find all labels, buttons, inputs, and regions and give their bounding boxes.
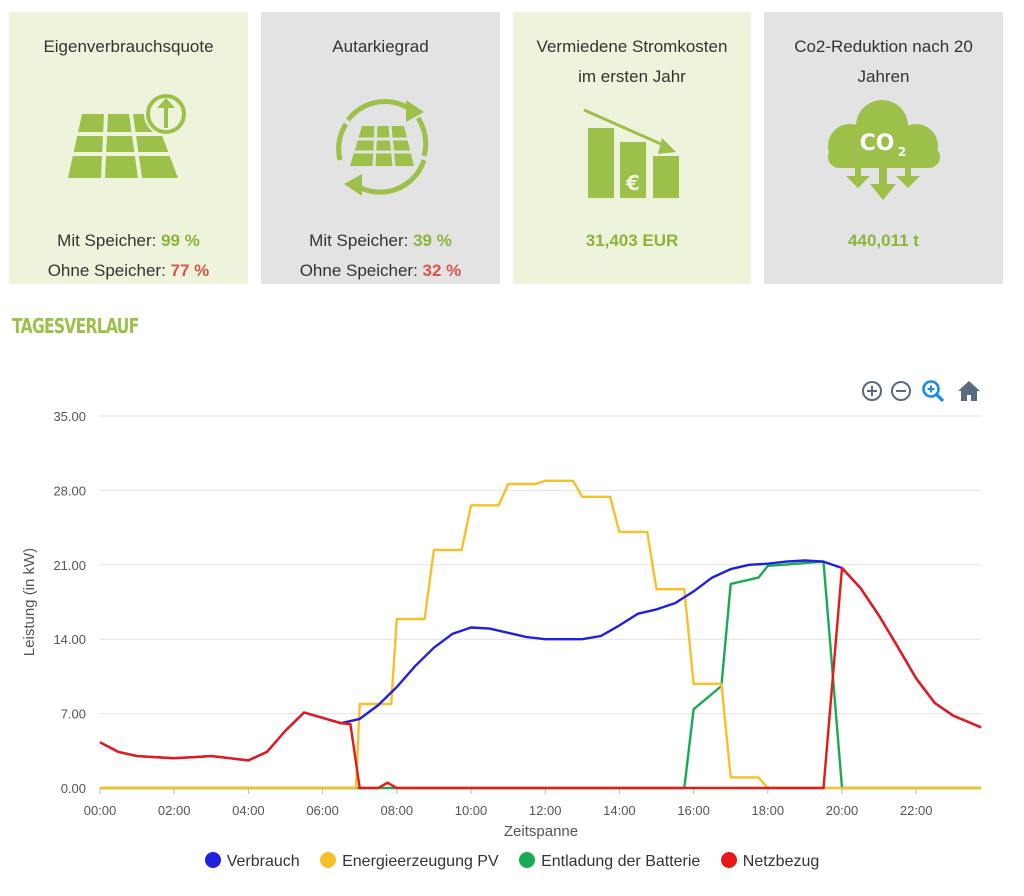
- legend-dot: [519, 852, 536, 868]
- x-tick-label: 12:00: [529, 803, 562, 818]
- series-line-3[interactable]: [99, 566, 982, 790]
- card-eigenverbrauchsquote: Eigenverbrauchsquote Mit Speicher: 99 % …: [9, 12, 248, 284]
- card-co2-reduktion: Co2-Reduktion nach 20 Jahren CO 2 440,01…: [764, 12, 1003, 284]
- co2-icon-subscript: 2: [897, 145, 905, 159]
- legend-dot: [320, 852, 337, 868]
- card-values: Mit Speicher: 39 % Ohne Speicher: 32 %: [261, 226, 500, 286]
- y-tick-label: 35.00: [53, 409, 86, 424]
- y-tick-label: 21.00: [53, 558, 86, 573]
- x-tick-label: 02:00: [158, 803, 191, 818]
- x-tick-label: 20:00: [826, 803, 859, 818]
- ohne-speicher-label: Ohne Speicher:: [47, 261, 171, 280]
- legend-dot: [720, 852, 737, 868]
- chart-grid: [100, 415, 981, 789]
- svg-text:€: €: [625, 171, 640, 195]
- co2-value: 440,011 t: [848, 231, 919, 250]
- magnifier-icon[interactable]: [920, 378, 946, 404]
- section-title: TAGESVERLAUF: [12, 314, 139, 338]
- y-axis-ticks: 35.00 28.00 21.00 14.00 7.00 0.00: [53, 409, 86, 796]
- card-title: Autarkiegrad: [332, 37, 429, 56]
- kpi-cards: Eigenverbrauchsquote Mit Speicher: 99 % …: [0, 0, 1024, 290]
- ohne-speicher-label: Ohne Speicher:: [299, 261, 423, 280]
- series-line-0[interactable]: [99, 559, 982, 762]
- series-line-2[interactable]: [100, 560, 982, 790]
- x-tick-label: 10:00: [455, 803, 488, 818]
- y-axis-label: Leistung (in kW): [21, 548, 38, 656]
- home-icon[interactable]: [956, 378, 982, 404]
- legend-label: Energieerzeugung PV: [342, 853, 499, 870]
- x-tick-label: 04:00: [232, 803, 265, 818]
- mit-speicher-label: Mit Speicher:: [57, 231, 162, 250]
- ohne-speicher-value: 32 %: [422, 261, 462, 280]
- x-tick-label: 18:00: [752, 803, 785, 818]
- ohne-speicher-value: 77 %: [170, 261, 210, 280]
- series-line-1[interactable]: [100, 479, 982, 790]
- co2-cloud-icon: CO 2: [822, 92, 946, 209]
- card-values: Mit Speicher: 99 % Ohne Speicher: 77 %: [9, 226, 248, 286]
- card-title: Vermiedene Stromkosten im ersten Jahr: [536, 37, 728, 86]
- y-tick-label: 28.00: [53, 483, 86, 498]
- stromkosten-value: 31,403 EUR: [585, 231, 679, 250]
- zoom-in-icon[interactable]: [859, 378, 885, 404]
- legend-label: Entladung der Batterie: [541, 853, 701, 870]
- legend-item-batterie[interactable]: Entladung der Batterie: [519, 852, 700, 871]
- legend-label: Netzbezug: [742, 853, 820, 870]
- card-title: Co2-Reduktion nach 20 Jahren: [794, 37, 973, 86]
- x-tick-label: 00:00: [84, 803, 117, 818]
- zoom-out-icon[interactable]: [888, 378, 914, 404]
- legend-item-netzbezug[interactable]: Netzbezug: [720, 852, 820, 871]
- card-title: Eigenverbrauchsquote: [43, 37, 214, 56]
- legend-item-pv[interactable]: Energieerzeugung PV: [320, 852, 499, 871]
- solar-panel-cycle-icon: [326, 90, 436, 205]
- solar-panel-upload-icon: [67, 90, 198, 205]
- card-autarkiegrad: Autarkiegrad Mit Speicher: 39 % Ohne Spe…: [261, 12, 500, 284]
- x-axis-ticks: 00:00 02:00 04:00 06:00 08:00 10:00 12:00 14:00…: [84, 788, 933, 818]
- x-tick-label: 22:00: [900, 803, 933, 818]
- x-tick-label: 06:00: [306, 803, 339, 818]
- card-vermiedene-stromkosten: Vermiedene Stromkosten im ersten Jahr € …: [513, 12, 751, 284]
- x-tick-label: 16:00: [677, 803, 710, 818]
- mit-speicher-value: 39 %: [413, 231, 452, 250]
- mit-speicher-label: Mit Speicher:: [309, 231, 414, 250]
- x-tick-label: 08:00: [381, 803, 414, 818]
- mit-speicher-value: 99 %: [161, 231, 200, 250]
- y-tick-label: 14.00: [53, 632, 86, 647]
- legend-item-verbrauch[interactable]: Verbrauch: [204, 852, 300, 871]
- euro-bars-decline-icon: €: [582, 108, 682, 205]
- legend-dot: [204, 852, 221, 868]
- chart-legend: Verbrauch Energieerzeugung PV Entladung …: [0, 852, 1024, 878]
- x-axis-label: Zeitspanne: [504, 823, 578, 840]
- x-tick-label: 14:00: [603, 803, 636, 818]
- legend-label: Verbrauch: [226, 853, 300, 870]
- y-tick-label: 0.00: [61, 781, 86, 796]
- co2-icon-text: CO: [859, 131, 894, 156]
- chart-series: [99, 479, 982, 790]
- y-tick-label: 7.00: [61, 707, 86, 722]
